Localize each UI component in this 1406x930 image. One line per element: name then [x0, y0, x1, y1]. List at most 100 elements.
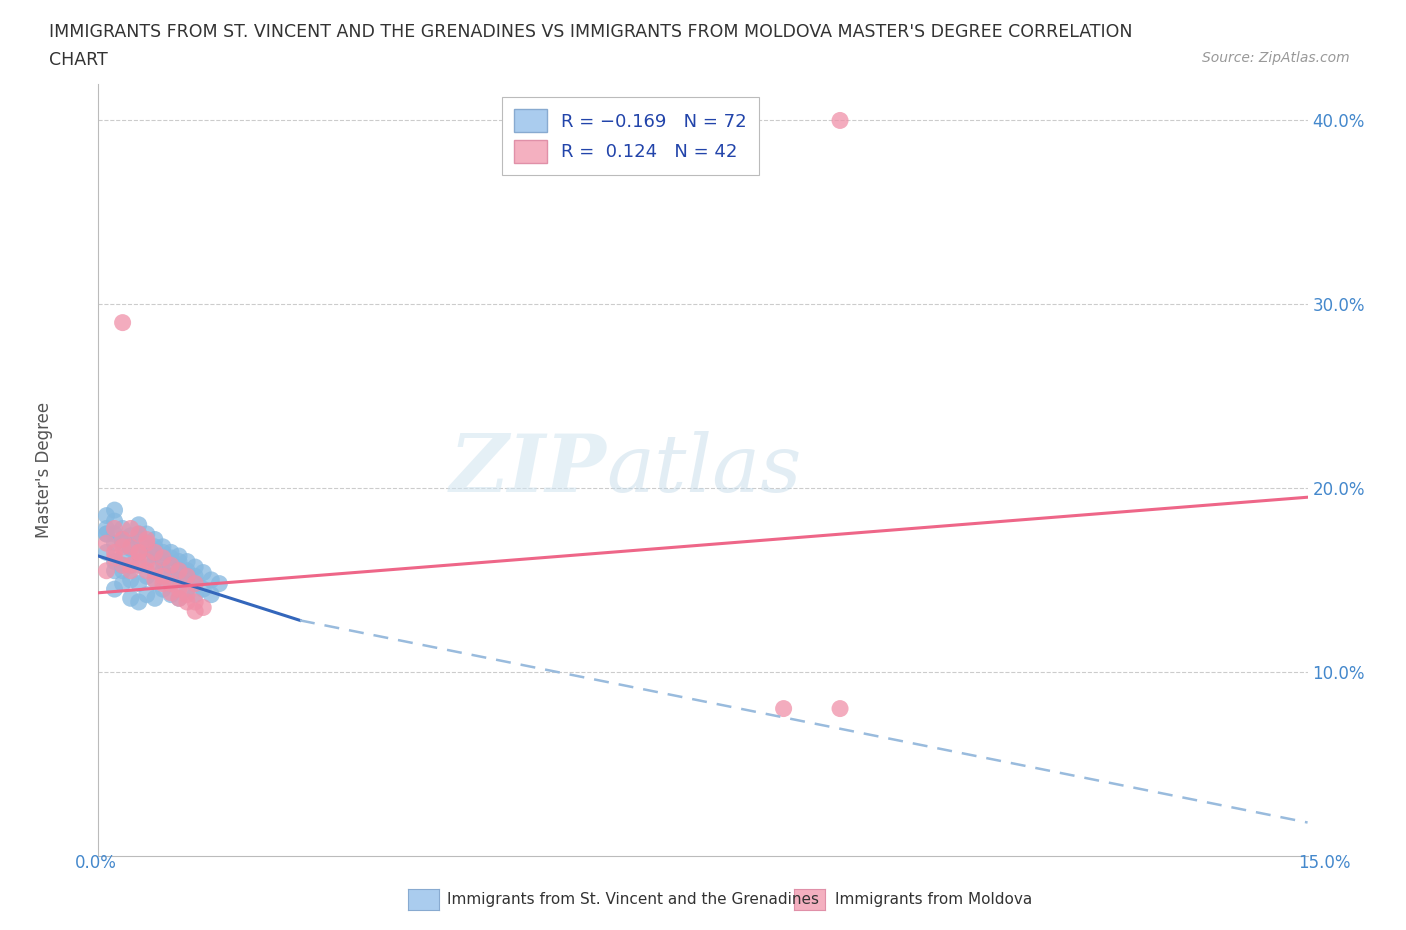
Point [103, 536, 125, 551]
Point [143, 564, 166, 578]
Point [160, 569, 183, 584]
Point [167, 591, 190, 605]
Point [128, 545, 150, 560]
Point [176, 564, 198, 578]
Text: Immigrants from St. Vincent and the Grenadines: Immigrants from St. Vincent and the Gren… [447, 892, 820, 907]
Point [128, 545, 150, 560]
Point [184, 587, 207, 602]
Point [200, 587, 222, 602]
Text: CHART: CHART [49, 51, 108, 69]
Point [111, 558, 134, 573]
Point [143, 591, 166, 605]
Point [128, 558, 150, 573]
Point [128, 526, 150, 541]
Point [152, 545, 174, 560]
Point [152, 551, 174, 565]
Point [103, 502, 125, 517]
Point [184, 594, 207, 609]
Point [152, 554, 174, 569]
Point [193, 565, 215, 580]
Point [167, 549, 190, 564]
Point [96, 536, 118, 551]
Point [176, 569, 198, 584]
Point [96, 526, 118, 541]
Point [128, 545, 150, 560]
Point [135, 536, 157, 551]
Text: Source: ZipAtlas.com: Source: ZipAtlas.com [1202, 51, 1350, 65]
Point [152, 539, 174, 554]
Point [96, 521, 118, 536]
Point [152, 564, 174, 578]
Point [184, 577, 207, 591]
Point [828, 113, 851, 128]
Point [160, 558, 183, 573]
Point [135, 564, 157, 578]
Point [772, 701, 794, 716]
Point [96, 545, 118, 560]
Point [128, 577, 150, 591]
Point [143, 573, 166, 588]
Point [167, 581, 190, 596]
Point [152, 569, 174, 584]
Point [160, 560, 183, 575]
Point [135, 541, 157, 556]
Point [193, 600, 215, 615]
Point [103, 513, 125, 528]
Point [103, 554, 125, 569]
Point [103, 521, 125, 536]
Point [176, 569, 198, 584]
Point [111, 521, 134, 536]
Point [96, 564, 118, 578]
Point [103, 526, 125, 541]
Point [184, 569, 207, 584]
Point [120, 591, 142, 605]
Point [184, 577, 207, 591]
Point [120, 539, 142, 554]
Point [176, 554, 198, 569]
Point [128, 526, 150, 541]
Point [167, 573, 190, 588]
Point [152, 577, 174, 591]
Point [111, 564, 134, 578]
Text: Master's Degree: Master's Degree [35, 402, 53, 538]
Point [135, 587, 157, 602]
Point [167, 591, 190, 605]
Point [103, 551, 125, 565]
Point [160, 577, 183, 591]
Point [128, 594, 150, 609]
Text: 15.0%: 15.0% [1298, 854, 1351, 872]
Text: atlas: atlas [606, 431, 801, 509]
Point [96, 508, 118, 523]
Point [120, 564, 142, 578]
Point [143, 532, 166, 547]
Point [200, 573, 222, 588]
Point [160, 587, 183, 602]
Point [111, 558, 134, 573]
Point [120, 521, 142, 536]
Point [111, 539, 134, 554]
Point [167, 554, 190, 569]
Point [160, 551, 183, 565]
Point [120, 528, 142, 543]
Point [184, 560, 207, 575]
Point [120, 558, 142, 573]
Point [828, 701, 851, 716]
Point [143, 539, 166, 554]
Legend: R = −0.169   N = 72, R =  0.124   N = 42: R = −0.169 N = 72, R = 0.124 N = 42 [502, 97, 759, 176]
Point [120, 539, 142, 554]
Point [103, 564, 125, 578]
Point [176, 587, 198, 602]
Point [96, 526, 118, 541]
Point [135, 569, 157, 584]
Point [103, 581, 125, 596]
Text: Immigrants from Moldova: Immigrants from Moldova [835, 892, 1032, 907]
Point [111, 532, 134, 547]
Point [176, 594, 198, 609]
Point [120, 558, 142, 573]
Point [160, 545, 183, 560]
Point [120, 573, 142, 588]
Point [111, 536, 134, 551]
Point [135, 526, 157, 541]
Point [167, 564, 190, 578]
Point [120, 541, 142, 556]
